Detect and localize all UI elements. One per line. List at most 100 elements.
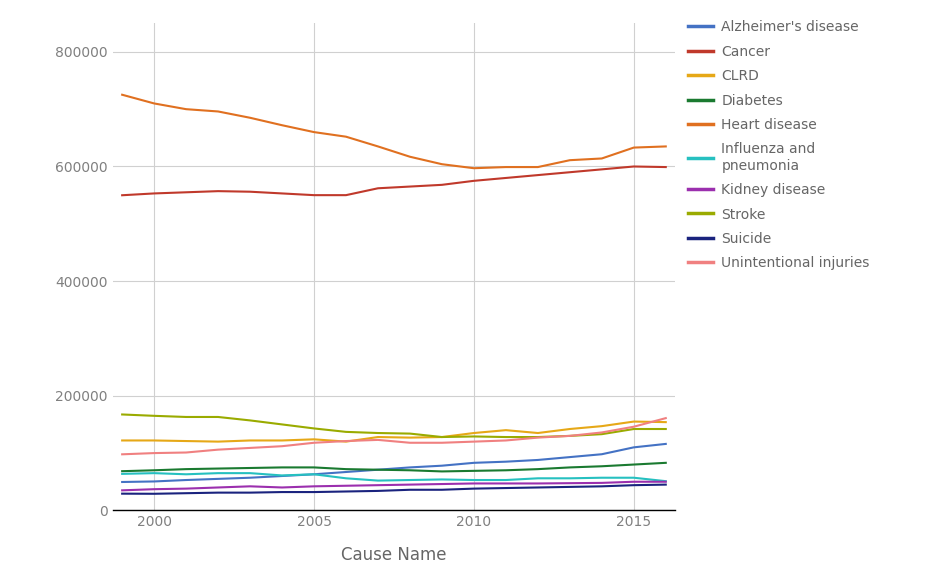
Line: Cancer: Cancer	[122, 166, 666, 195]
Influenza and
pneumonia	[404, 477, 416, 484]
Heart disease	[628, 144, 640, 151]
Heart disease	[180, 106, 191, 113]
Heart disease	[532, 164, 543, 171]
Kidney disease	[372, 482, 384, 489]
Unintentional injuries	[180, 449, 191, 456]
Alzheimer's disease	[628, 444, 640, 451]
Unintentional injuries	[372, 436, 384, 443]
Cancer	[564, 169, 575, 176]
Kidney disease	[245, 483, 256, 490]
Unintentional injuries	[116, 451, 128, 458]
Cancer	[148, 190, 159, 197]
Diabetes	[532, 466, 543, 473]
Unintentional injuries	[212, 446, 223, 453]
CLRD	[180, 437, 191, 444]
Suicide	[436, 486, 447, 493]
CLRD	[212, 438, 223, 445]
Stroke	[500, 434, 511, 441]
Alzheimer's disease	[116, 478, 128, 485]
Unintentional injuries	[436, 439, 447, 446]
Suicide	[597, 483, 608, 490]
Suicide	[180, 490, 191, 496]
Heart disease	[309, 129, 320, 136]
Kidney disease	[116, 487, 128, 494]
Cancer	[212, 188, 223, 195]
Heart disease	[277, 122, 288, 129]
CLRD	[277, 437, 288, 444]
Alzheimer's disease	[180, 477, 191, 484]
Alzheimer's disease	[212, 476, 223, 483]
Suicide	[309, 488, 320, 495]
CLRD	[660, 419, 672, 426]
Kidney disease	[148, 485, 159, 492]
Stroke	[148, 412, 159, 419]
Alzheimer's disease	[468, 459, 479, 466]
Diabetes	[404, 467, 416, 474]
Suicide	[245, 489, 256, 496]
Influenza and
pneumonia	[277, 472, 288, 479]
Kidney disease	[660, 478, 672, 485]
Diabetes	[660, 459, 672, 466]
Cancer	[532, 172, 543, 179]
Suicide	[277, 488, 288, 495]
Unintentional injuries	[309, 439, 320, 446]
Cancer	[597, 166, 608, 173]
Suicide	[340, 488, 352, 495]
Influenza and
pneumonia	[372, 477, 384, 484]
Stroke	[468, 433, 479, 440]
Diabetes	[468, 467, 479, 474]
CLRD	[309, 436, 320, 443]
Alzheimer's disease	[500, 458, 511, 465]
Diabetes	[500, 467, 511, 474]
Kidney disease	[532, 480, 543, 487]
Alzheimer's disease	[597, 451, 608, 458]
CLRD	[468, 430, 479, 437]
Kidney disease	[212, 484, 223, 491]
Suicide	[212, 489, 223, 496]
Suicide	[564, 483, 575, 490]
Influenza and
pneumonia	[628, 474, 640, 481]
Stroke	[597, 431, 608, 438]
Stroke	[628, 426, 640, 433]
Diabetes	[309, 464, 320, 471]
Unintentional injuries	[277, 443, 288, 450]
Kidney disease	[564, 480, 575, 487]
Heart disease	[500, 164, 511, 171]
Line: Alzheimer's disease: Alzheimer's disease	[122, 444, 666, 482]
Line: Diabetes: Diabetes	[122, 463, 666, 472]
Influenza and
pneumonia	[532, 475, 543, 482]
Kidney disease	[277, 484, 288, 491]
Line: Stroke: Stroke	[122, 415, 666, 437]
Diabetes	[372, 466, 384, 473]
Influenza and
pneumonia	[500, 477, 511, 484]
Cancer	[660, 164, 672, 171]
Line: Influenza and
pneumonia: Influenza and pneumonia	[122, 473, 666, 481]
Heart disease	[436, 161, 447, 168]
Diabetes	[212, 465, 223, 472]
Kidney disease	[628, 478, 640, 485]
Cancer	[500, 175, 511, 182]
Heart disease	[597, 155, 608, 162]
Unintentional injuries	[340, 437, 352, 444]
X-axis label: Cause Name: Cause Name	[341, 546, 446, 564]
Stroke	[180, 414, 191, 420]
Kidney disease	[180, 485, 191, 492]
Cancer	[628, 163, 640, 170]
Line: Kidney disease: Kidney disease	[122, 482, 666, 490]
Unintentional injuries	[404, 439, 416, 446]
Unintentional injuries	[660, 415, 672, 422]
Line: Unintentional injuries: Unintentional injuries	[122, 418, 666, 454]
Heart disease	[212, 108, 223, 115]
Heart disease	[116, 91, 128, 98]
Diabetes	[628, 461, 640, 468]
Line: CLRD: CLRD	[122, 422, 666, 441]
Kidney disease	[436, 481, 447, 488]
Stroke	[340, 429, 352, 436]
CLRD	[245, 437, 256, 444]
Diabetes	[564, 464, 575, 471]
Influenza and
pneumonia	[340, 475, 352, 482]
Alzheimer's disease	[340, 469, 352, 476]
Stroke	[116, 411, 128, 418]
CLRD	[372, 434, 384, 441]
CLRD	[436, 434, 447, 441]
